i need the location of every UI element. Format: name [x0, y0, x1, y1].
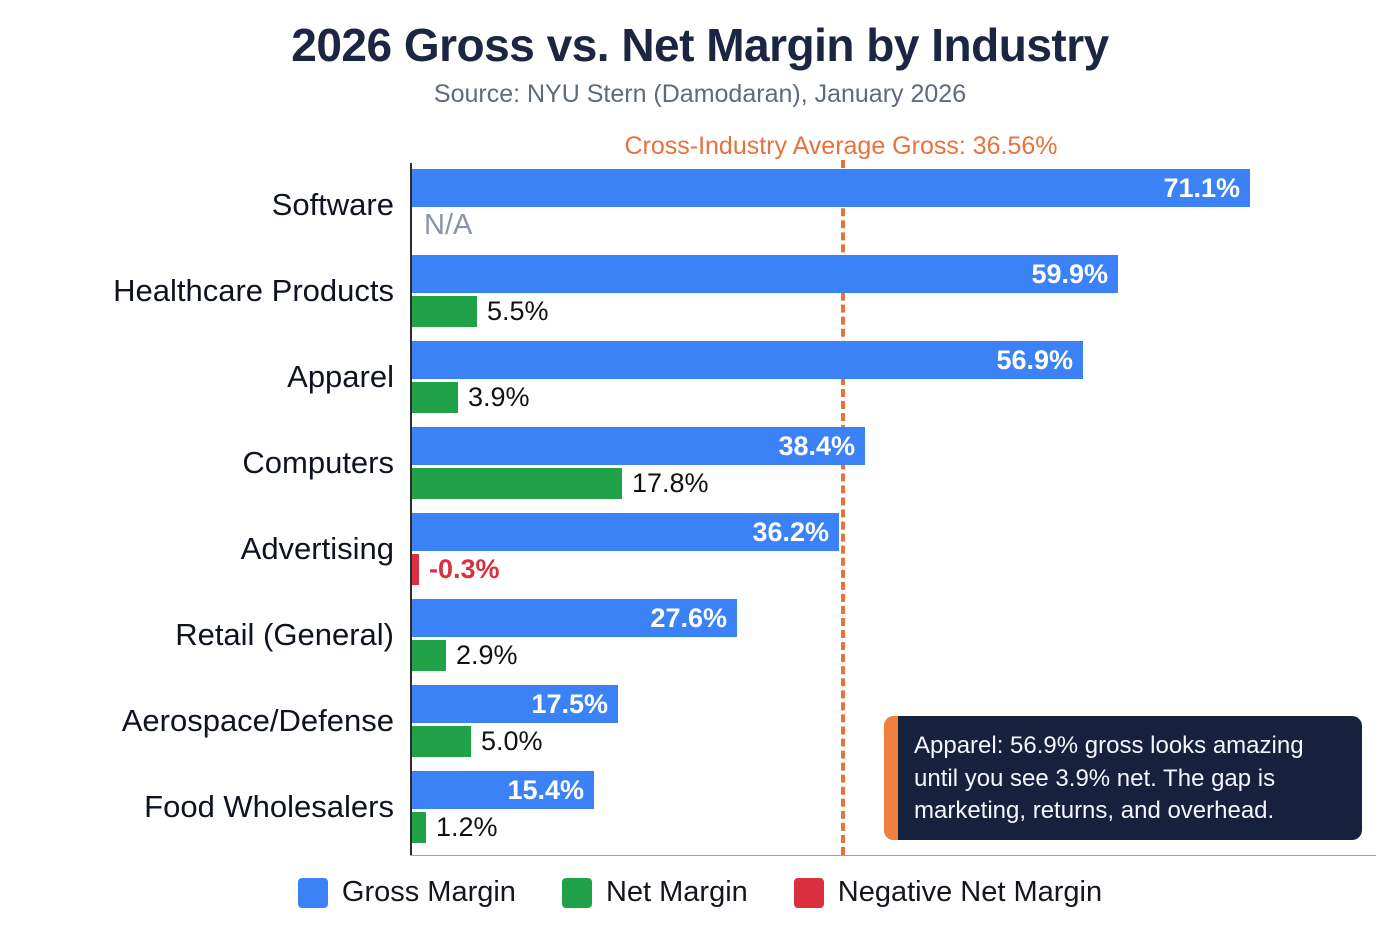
gross-value-label: 71.1% — [1163, 173, 1240, 203]
gross-margin-bar: 56.9% — [412, 341, 1083, 379]
net-value-label: 5.0% — [481, 726, 543, 756]
gross-margin-bar: 59.9% — [412, 255, 1118, 293]
legend-label: Gross Margin — [341, 876, 516, 908]
net-value-label: 5.5% — [487, 296, 549, 326]
legend-label: Negative Net Margin — [837, 876, 1103, 908]
legend-label: Net Margin — [605, 876, 748, 908]
net-margin-bar — [412, 726, 471, 757]
gross-margin-bar: 17.5% — [412, 685, 618, 723]
category-label: Aerospace/Defense — [121, 703, 394, 738]
category-label: Computers — [242, 445, 394, 480]
legend-swatch — [561, 877, 592, 908]
net-margin-bar — [412, 382, 458, 413]
net-margin-bar — [412, 468, 622, 499]
legend-item: Gross Margin — [297, 876, 516, 909]
category-label: Software — [271, 187, 394, 222]
negative-net-margin-bar — [412, 554, 419, 585]
net-value-label: N/A — [424, 209, 473, 241]
legend-swatch — [297, 877, 328, 908]
callout-box: Apparel: 56.9% gross looks amazing until… — [884, 716, 1362, 840]
gross-margin-bar: 36.2% — [412, 513, 839, 551]
gross-margin-bar: 15.4% — [412, 771, 594, 809]
net-margin-bar — [412, 812, 426, 843]
gross-value-label: 15.4% — [507, 775, 584, 805]
gross-margin-bar: 38.4% — [412, 427, 865, 465]
net-value-label: 17.8% — [632, 468, 709, 498]
average-reference-label: Cross-Industry Average Gross: 36.56% — [624, 132, 1058, 160]
category-label: Advertising — [240, 531, 394, 566]
gross-value-label: 56.9% — [996, 345, 1073, 375]
net-value-label: 3.9% — [468, 382, 530, 412]
net-value-label: 2.9% — [456, 640, 518, 670]
legend-item: Net Margin — [561, 876, 748, 909]
net-margin-bar — [412, 640, 446, 671]
net-margin-bar — [412, 296, 477, 327]
average-reference-line — [841, 160, 845, 855]
gross-margin-bar: 27.6% — [412, 599, 737, 637]
callout-accent-bar — [884, 716, 898, 840]
gross-margin-bar: 71.1% — [412, 169, 1250, 207]
category-label: Apparel — [287, 359, 394, 394]
y-axis-line — [410, 163, 412, 855]
net-value-label: -0.3% — [429, 554, 500, 584]
net-value-label: 1.2% — [436, 812, 498, 842]
category-label: Food Wholesalers — [144, 789, 394, 824]
gross-value-label: 59.9% — [1031, 259, 1108, 289]
chart-subtitle: Source: NYU Stern (Damodaran), January 2… — [433, 80, 967, 108]
gross-value-label: 17.5% — [531, 689, 608, 719]
gross-value-label: 36.2% — [752, 517, 829, 547]
gross-value-label: 27.6% — [650, 603, 727, 633]
legend-swatch — [793, 877, 824, 908]
legend: Gross Margin Net Margin Negative Net Margi… — [0, 876, 1400, 909]
legend-item: Negative Net Margin — [793, 876, 1103, 909]
category-label: Retail (General) — [175, 617, 394, 652]
gross-value-label: 38.4% — [778, 431, 855, 461]
callout-text: Apparel: 56.9% gross looks amazing until… — [914, 732, 1304, 825]
category-label: Healthcare Products — [113, 273, 394, 308]
x-axis-line — [410, 855, 1376, 856]
chart-title: 2026 Gross vs. Net Margin by Industry — [291, 19, 1109, 71]
